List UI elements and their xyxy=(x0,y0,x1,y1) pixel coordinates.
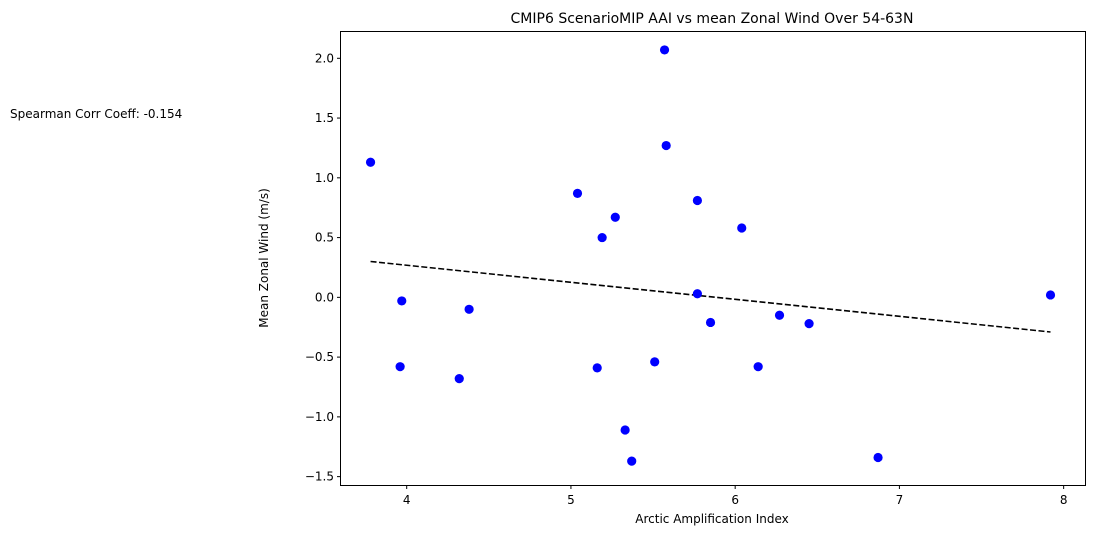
data-point xyxy=(597,232,607,243)
data-point xyxy=(873,452,883,463)
plot-frame xyxy=(340,31,1086,486)
data-point xyxy=(627,456,637,466)
x-axis-title: Arctic Amplification Index xyxy=(635,512,788,526)
data-point xyxy=(365,157,376,167)
data-point xyxy=(592,363,602,373)
data-point xyxy=(659,45,670,55)
y-axis-title: Mean Zonal Wind (m/s) xyxy=(257,188,271,328)
chart-title: CMIP6 ScenarioMIP AAI vs mean Zonal Wind… xyxy=(511,11,914,27)
data-point xyxy=(620,425,630,435)
y-tick-label: −0.5 xyxy=(305,350,334,364)
data-point xyxy=(610,212,620,222)
y-tick-label: −1.5 xyxy=(305,470,334,484)
y-tick-label: 1.5 xyxy=(315,111,334,125)
x-tick-label: 8 xyxy=(1060,493,1068,507)
data-point xyxy=(661,140,671,151)
y-tick-label: 1.0 xyxy=(315,171,334,185)
x-tick-label: 7 xyxy=(896,493,904,507)
trend-line xyxy=(370,260,1051,333)
y-tick-label: 0.5 xyxy=(315,231,334,245)
y-axis: −1.5 −1.0 −0.5 0.0 0.5 1.0 1.5 2.0 xyxy=(305,51,341,484)
data-point xyxy=(692,289,702,299)
data-point xyxy=(572,188,583,198)
data-point xyxy=(395,362,405,372)
data-point xyxy=(705,317,716,328)
x-axis: 4 5 6 7 8 xyxy=(403,485,1068,507)
data-point xyxy=(774,310,785,320)
data-point xyxy=(454,374,464,384)
data-point xyxy=(397,296,407,306)
x-tick-label: 5 xyxy=(567,493,575,507)
y-tick-label: 2.0 xyxy=(315,51,334,65)
data-point xyxy=(753,362,763,372)
chart-marks xyxy=(365,45,1056,466)
x-tick-label: 4 xyxy=(403,493,411,507)
data-point xyxy=(737,223,747,233)
data-point xyxy=(804,319,814,329)
data-point xyxy=(692,195,702,206)
y-tick-label: 0.0 xyxy=(315,290,334,304)
x-tick-label: 6 xyxy=(731,493,739,507)
data-point xyxy=(1045,290,1056,300)
spearman-annotation: Spearman Corr Coeff: -0.154 xyxy=(10,107,183,121)
data-point xyxy=(650,357,660,367)
y-tick-label: −1.0 xyxy=(305,410,334,424)
data-point xyxy=(464,304,474,314)
